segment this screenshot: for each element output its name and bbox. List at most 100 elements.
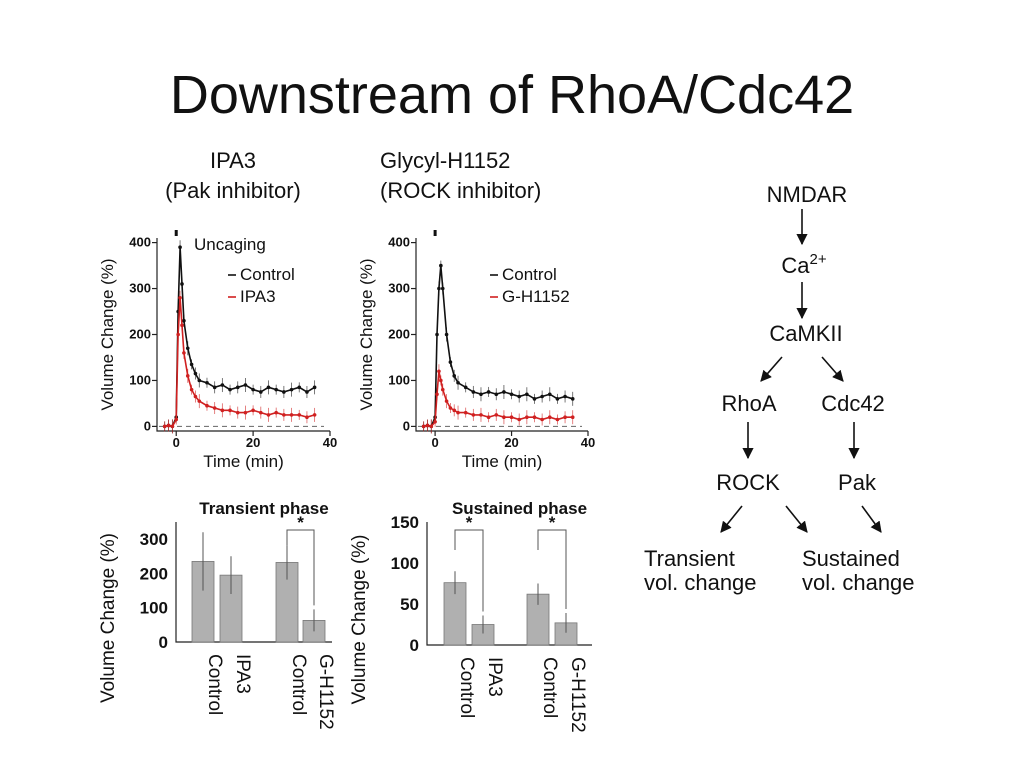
transient-category-label: Control bbox=[288, 654, 309, 715]
ipa3-series0-point bbox=[312, 385, 317, 390]
ipa3-series1-point bbox=[305, 415, 309, 420]
ipa3-y-tick-label: 300 bbox=[129, 281, 151, 296]
h1152-y-axis-label: Volume Change (%) bbox=[357, 258, 376, 410]
h1152-series1-point bbox=[435, 392, 439, 397]
h1152-uncaging-marker bbox=[433, 230, 437, 236]
arrow-rock-transient bbox=[720, 505, 743, 533]
ipa3-heading-line1: IPA3 bbox=[209, 148, 257, 173]
sustained-significance-star: * bbox=[466, 513, 473, 532]
h1152-series1-point bbox=[452, 408, 457, 413]
h1152-series1-point bbox=[570, 415, 575, 420]
h1152-series1-point bbox=[555, 417, 560, 422]
ipa3-series0-point bbox=[182, 318, 186, 323]
ipa3-series0-point bbox=[243, 383, 248, 387]
h1152-series0-point bbox=[486, 390, 491, 394]
h1152-y-tick-label: 400 bbox=[388, 235, 410, 250]
h1152-series0-point bbox=[502, 390, 506, 394]
ipa3-series1-point bbox=[259, 410, 263, 415]
h1152-series1-point bbox=[494, 413, 499, 417]
h1152-series1-point bbox=[463, 410, 468, 415]
h1152-series0-point bbox=[555, 397, 560, 401]
h1152-series1-point bbox=[444, 399, 449, 403]
ipa3-series0-point bbox=[282, 390, 286, 394]
ipa3-series0-point bbox=[185, 346, 190, 351]
h1152-series0-point bbox=[479, 392, 483, 397]
nmdar-node: NMDAR bbox=[767, 182, 848, 207]
h1152-series1-point bbox=[456, 410, 460, 415]
ipa3-series0-point bbox=[297, 385, 302, 390]
sustained-outcome-line2: vol. change bbox=[802, 570, 915, 595]
ipa3-series0-point bbox=[305, 390, 309, 394]
h1152-series1-point bbox=[486, 415, 491, 420]
ipa3-series1-point bbox=[162, 424, 167, 429]
h1152-series1-point bbox=[429, 424, 434, 429]
h1152-series1-point bbox=[525, 415, 529, 420]
transient-outcome-line2: vol. change bbox=[644, 570, 757, 595]
transient-category-label: IPA3 bbox=[232, 654, 253, 694]
h1152-y-tick-label: 200 bbox=[388, 327, 410, 342]
ipa3-series0-point bbox=[251, 387, 255, 392]
ipa3-y-tick-label: 400 bbox=[129, 235, 151, 250]
slide-title: Downstream of RhoA/Cdc42 bbox=[169, 65, 855, 125]
h1152-series0-point bbox=[440, 286, 445, 291]
ipa3-series1-point bbox=[176, 332, 180, 337]
sustained-significance-bracket bbox=[537, 529, 567, 610]
sustained-y-tick-label: 100 bbox=[391, 554, 419, 573]
ipa3-series0-point bbox=[193, 371, 198, 376]
ipa3-series1-point bbox=[282, 413, 286, 417]
h1152-series0-point bbox=[563, 394, 567, 399]
transient-category-label: G-H1152 bbox=[315, 654, 336, 730]
sustained-category-label: IPA3 bbox=[484, 657, 505, 697]
h1152-series0-point bbox=[456, 380, 460, 385]
h1152-x-axis-label: Time (min) bbox=[462, 452, 543, 471]
transient-panel-title: Transient phase bbox=[199, 499, 328, 518]
ipa3-annotation-label: Uncaging bbox=[194, 235, 266, 254]
h1152-series0-point bbox=[532, 397, 537, 401]
h1152-series1-point bbox=[563, 415, 567, 420]
pak-node: Pak bbox=[838, 470, 877, 495]
h1152-series0-point bbox=[494, 392, 499, 397]
h1152-series1-point bbox=[540, 417, 544, 422]
ipa3-y-tick-label: 200 bbox=[129, 327, 151, 342]
ipa3-series0-point bbox=[180, 282, 184, 286]
h1152-series1-point bbox=[532, 415, 537, 420]
h1152-series0-point bbox=[525, 392, 529, 397]
ipa3-axes bbox=[156, 238, 330, 432]
ca-label: Ca bbox=[781, 253, 810, 278]
ipa3-series1-point bbox=[170, 424, 175, 429]
ipa3-series0-point bbox=[235, 385, 240, 390]
ipa3-series0-point bbox=[212, 385, 217, 390]
h1152-series1-point bbox=[502, 415, 506, 420]
arrow-camkii-cdc42 bbox=[821, 356, 844, 382]
transient-y-tick-label: 0 bbox=[159, 633, 168, 652]
h1152-series1-point bbox=[440, 387, 445, 392]
ipa3-x-tick-label: 0 bbox=[173, 435, 180, 450]
h1152-series0-point bbox=[570, 397, 575, 401]
ipa3-series1-point bbox=[228, 408, 232, 413]
ipa3-series1-point bbox=[185, 374, 190, 378]
ipa3-column-heading: IPA3 (Pak inhibitor) bbox=[133, 146, 333, 206]
cdc42-node: Cdc42 bbox=[821, 391, 885, 416]
h1152-series1-point bbox=[471, 413, 476, 417]
ipa3-series0-point bbox=[197, 378, 202, 383]
rhoa-node: RhoA bbox=[721, 391, 776, 416]
ipa3-series1-point bbox=[205, 403, 209, 408]
h1152-series0-point bbox=[540, 394, 544, 399]
h1152-x-tick-label: 0 bbox=[431, 435, 438, 450]
h1152-series1-point bbox=[439, 378, 443, 383]
ipa3-series1-point bbox=[289, 413, 294, 417]
transient-y-tick-label: 300 bbox=[140, 530, 168, 549]
h1152-series1-point bbox=[509, 415, 514, 420]
sustained-outcome-line1: Sustained bbox=[802, 546, 900, 571]
sustained-y-tick-label: 50 bbox=[400, 595, 419, 614]
ipa3-x-axis-label: Time (min) bbox=[203, 452, 284, 471]
ipa3-series1-point bbox=[193, 394, 198, 399]
h1152-x-tick-label: 40 bbox=[581, 435, 595, 450]
h1152-series0-point bbox=[435, 332, 439, 337]
h1152-y-tick-label: 100 bbox=[388, 372, 410, 387]
h1152-series0-point bbox=[439, 263, 443, 268]
transient-category-label: Control bbox=[204, 654, 225, 715]
ipa3-series0-point bbox=[189, 362, 194, 367]
h1152-series0-point bbox=[452, 374, 457, 378]
